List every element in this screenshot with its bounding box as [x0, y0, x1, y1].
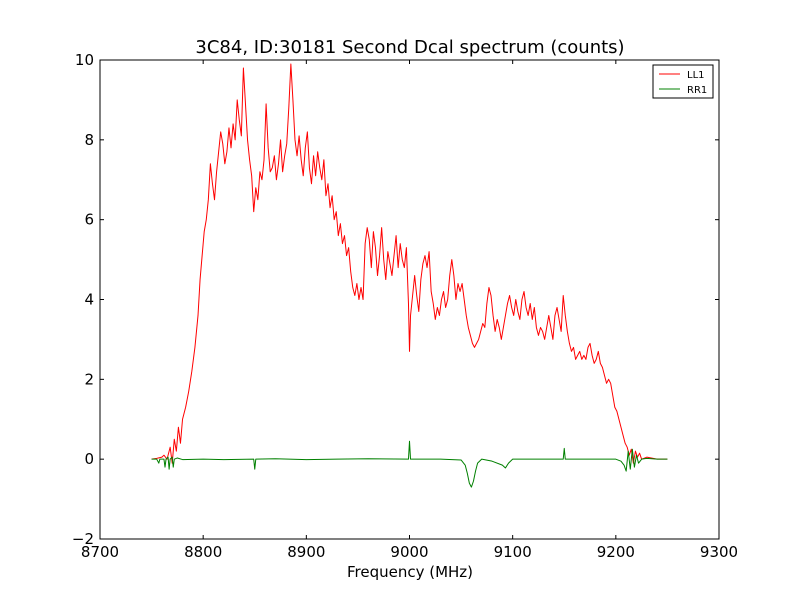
y-tick-label: 4 [84, 291, 94, 309]
legend-box [652, 64, 714, 99]
x-tick-label: 9300 [700, 543, 738, 561]
plot-area: 8700 8800 8900 9000 9100 9200 9300 −2 0 2 4 6 8 10 [72, 51, 738, 561]
legend-label-rr1: RR1 [687, 85, 707, 96]
y-tick-label: 8 [84, 131, 94, 149]
series-line-rr1 [151, 440, 668, 488]
x-tick-label: 9100 [494, 543, 532, 561]
y-tick-label: 6 [84, 211, 94, 229]
x-tick-label: 8900 [287, 543, 325, 561]
x-tick-label: 9000 [390, 543, 428, 561]
x-tick-label: 8700 [81, 543, 119, 561]
y-tick-label: 2 [84, 370, 94, 388]
chart-title: 3C84, ID:30181 Second Dcal spectrum (cou… [195, 37, 624, 58]
series-line-ll1 [151, 63, 668, 464]
x-axis-label: Frequency (MHz) [347, 563, 473, 581]
y-tick-label: 0 [84, 450, 94, 468]
x-tick-label: 9200 [597, 543, 635, 561]
legend-label-ll1: LL1 [687, 70, 705, 81]
y-tick-label: −2 [72, 530, 94, 548]
y-tick-label: 10 [75, 51, 94, 69]
x-tick-label: 8800 [184, 543, 222, 561]
